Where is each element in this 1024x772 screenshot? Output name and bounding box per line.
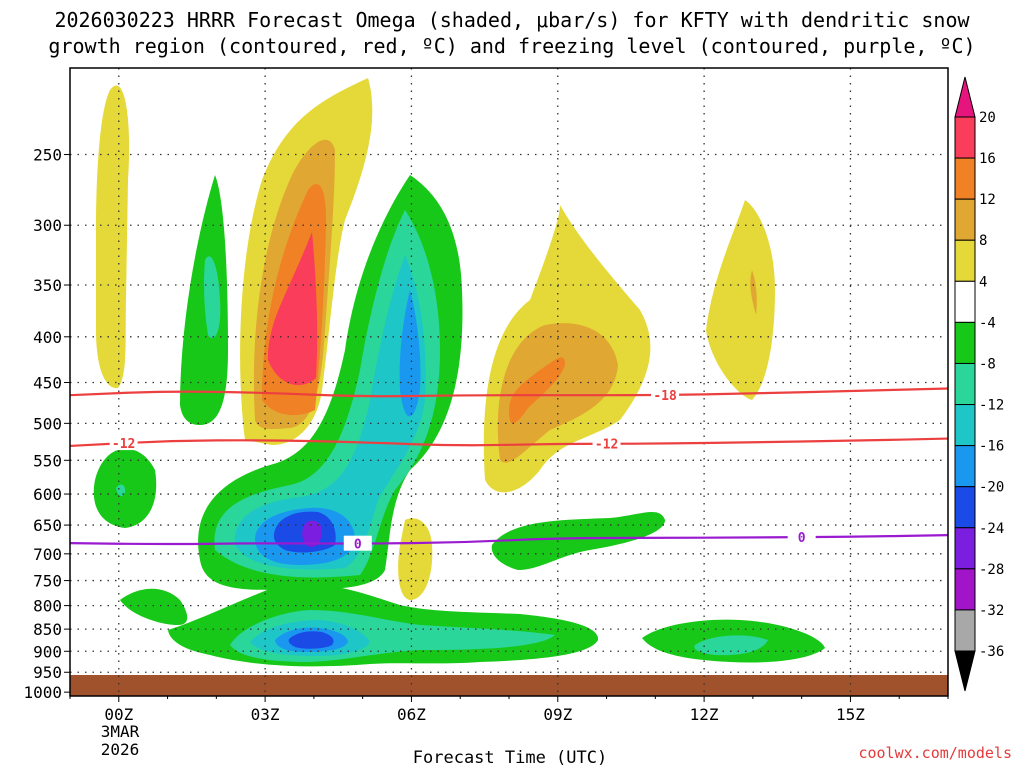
omega-region-green-0630 — [491, 511, 665, 570]
omega-region-cyan-core — [234, 255, 426, 570]
contour-line — [69, 437, 949, 448]
contour-label-bg — [343, 535, 372, 551]
omega-region-yellow-small — [398, 518, 433, 600]
omega-region-orange-12z — [750, 270, 757, 315]
x-tick-label: 15Z — [836, 705, 865, 724]
colorbar-label: -12 — [979, 398, 1004, 414]
x-tick-label: 09Z — [543, 705, 572, 724]
x-tick-label: 00Z — [104, 705, 133, 724]
colorbar-swatch — [954, 362, 976, 406]
colorbar-swatch — [954, 198, 976, 241]
chart-title-line2: growth region (contoured, red, ºC) and f… — [48, 34, 975, 58]
y-tick-label: 950 — [33, 663, 62, 682]
omega-region-green-left — [93, 448, 188, 625]
contour-label-bg — [787, 529, 816, 545]
omega-region-teal-left — [116, 484, 126, 497]
omega-region-orange-09z — [497, 323, 618, 463]
omega-region-yellow-12z — [706, 200, 775, 400]
y-tick-label: 550 — [33, 451, 62, 470]
contour-layer: -18 -12 -12 0 0 — [69, 387, 949, 553]
omega-region-teal-small — [204, 256, 221, 339]
colorbar-swatch — [954, 568, 976, 611]
colorbar-swatch — [954, 527, 976, 570]
colorbar-bottom-arrow — [954, 650, 976, 692]
contour-line — [69, 387, 949, 398]
colorbar-swatch — [954, 239, 976, 282]
contour-label-bg — [651, 387, 680, 403]
y-tick-label: 500 — [33, 414, 62, 433]
x-tick-label: 03Z — [251, 705, 280, 724]
colorbar-label: -20 — [979, 480, 1004, 496]
omega-region-teal-13z — [694, 635, 768, 656]
colorbar-label: -28 — [979, 562, 1004, 578]
colorbar-label: -4 — [979, 315, 996, 331]
omega-region-blue-core — [255, 290, 421, 565]
y-tick-label: 400 — [33, 328, 62, 347]
y-tick-label: 250 — [33, 146, 62, 165]
y-tick-label: 600 — [33, 485, 62, 504]
y-tick-label: 900 — [33, 642, 62, 661]
colorbar-label: 8 — [979, 233, 987, 249]
omega-region-yellow-early — [96, 85, 130, 389]
colorbar-label: 16 — [979, 151, 996, 167]
y-tick-label: 450 — [33, 373, 62, 392]
colorbar-swatch — [954, 404, 976, 447]
contour-label: -12 — [595, 438, 618, 453]
colorbar-swatch — [954, 445, 976, 488]
y-tick-label: 350 — [33, 276, 62, 295]
omega-region-darkblue-lowlevel — [288, 631, 334, 649]
y-tick-label: 650 — [33, 516, 62, 535]
colorbar-swatch — [954, 116, 976, 159]
x-axis-ticks: 00Z 03Z 06Z 09Z 12Z 15Z — [69, 696, 949, 724]
omega-region-purple-core — [302, 520, 322, 548]
colorbar-label: 20 — [979, 110, 996, 126]
y-tick-label: 850 — [33, 620, 62, 639]
colorbar-label: -24 — [979, 521, 1004, 537]
y-axis-ticks: 250 300 350 400 450 500 550 600 650 700 750 800 850 9… — [23, 146, 70, 702]
colorbar-label: -32 — [979, 603, 1004, 619]
colorbar-label: -16 — [979, 439, 1004, 455]
y-tick-label: 700 — [33, 545, 62, 564]
colorbar-swatch — [954, 486, 976, 529]
colorbar-label: 12 — [979, 192, 996, 208]
colorbar-label: -36 — [979, 644, 1004, 660]
colorbar: 20 16 12 8 4 -4 -8 -12 -16 -20 -24 -28 -32 -36 — [954, 76, 1004, 692]
y-tick-label: 800 — [33, 597, 62, 616]
y-tick-label: 300 — [33, 216, 62, 235]
colorbar-swatch — [954, 157, 976, 200]
contour-label-bg — [592, 435, 621, 451]
x-tick-label: 06Z — [397, 705, 426, 724]
omega-shading-layer — [70, 78, 948, 696]
x-axis-label: Forecast Time (UTC) — [413, 748, 607, 768]
colorbar-label: 4 — [979, 274, 987, 290]
contour-label: -12 — [112, 437, 135, 452]
contour-line — [69, 533, 949, 546]
contour-label-bg — [109, 435, 138, 451]
omega-region-darkorange-09z — [509, 357, 565, 424]
contour-label: 0 — [354, 538, 362, 553]
x-tick-label: 12Z — [690, 705, 719, 724]
colorbar-label: -8 — [979, 356, 996, 372]
y-tick-label: 750 — [33, 572, 62, 591]
chart-title-line1: 2026030223 HRRR Forecast Omega (shaded, … — [54, 8, 970, 32]
omega-region-green-main — [180, 175, 228, 425]
y-tick-label: 1000 — [23, 683, 62, 702]
contour-label: 0 — [798, 531, 806, 546]
ground-surface — [70, 675, 948, 696]
colorbar-swatch — [954, 321, 976, 364]
colorbar-swatch — [954, 280, 976, 323]
omega-region-red-03z — [268, 232, 318, 386]
contour-label: -18 — [653, 389, 677, 404]
colorbar-swatch — [954, 609, 976, 652]
date-label-line2: 2026 — [101, 740, 140, 759]
credit-link[interactable]: coolwx.com/models — [858, 744, 1012, 762]
date-label-line1: 3MAR — [101, 722, 140, 741]
colorbar-top-arrow — [954, 76, 976, 118]
